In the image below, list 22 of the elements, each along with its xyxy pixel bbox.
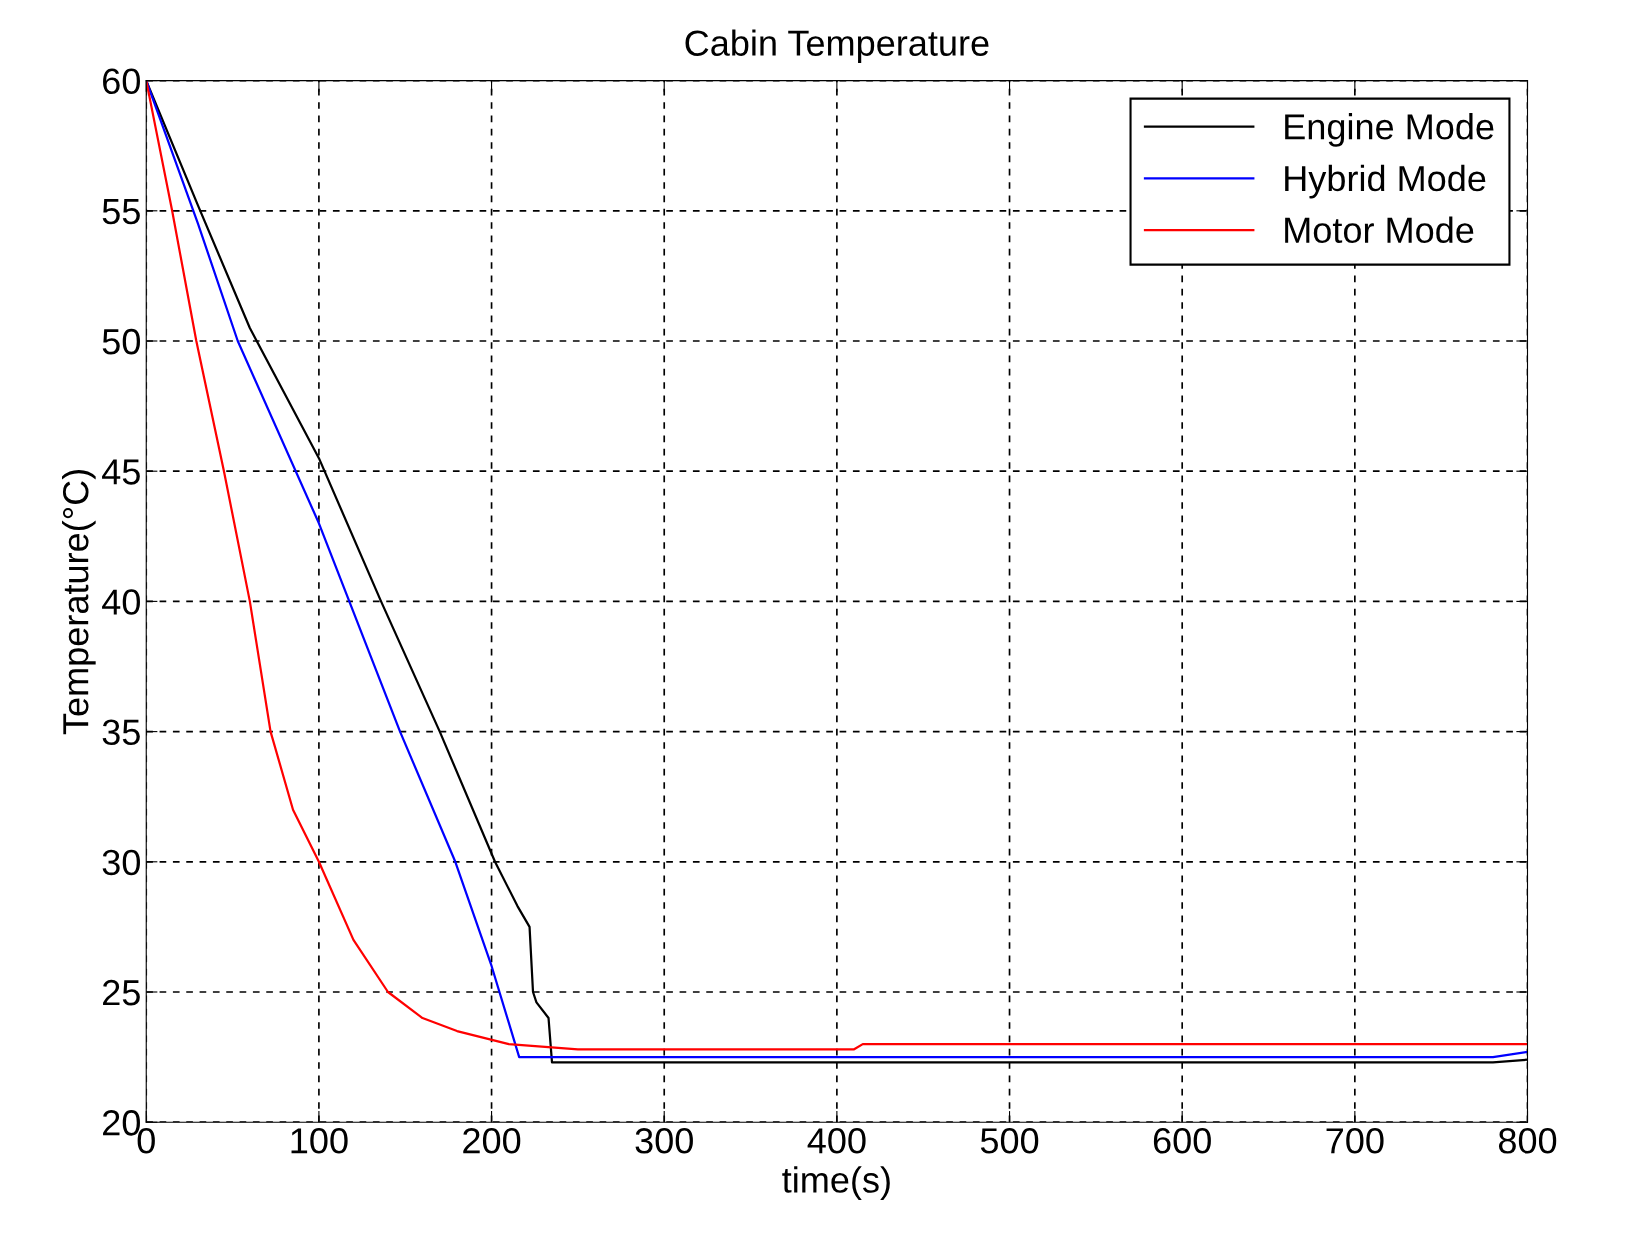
x-tick-label: 200 xyxy=(463,1128,521,1154)
y-axis-title: Temperature(°C) xyxy=(62,469,96,735)
y-tick-label: 30 xyxy=(102,849,140,876)
legend-label: Hybrid Mode xyxy=(1285,164,1486,199)
x-tick-label: 500 xyxy=(980,1128,1039,1154)
x-tick-label: 300 xyxy=(635,1128,693,1154)
x-tick-label: 400 xyxy=(807,1128,866,1154)
x-tick-label: 800 xyxy=(1498,1128,1557,1154)
y-tick-label: 50 xyxy=(102,328,140,355)
y-tick-label: 55 xyxy=(102,199,140,225)
x-axis-title: time(s) xyxy=(782,1166,890,1200)
legend-label: Motor Mode xyxy=(1285,216,1474,244)
x-tick-label: 700 xyxy=(1326,1128,1384,1154)
chart-title: Cabin Temperature xyxy=(685,29,989,64)
y-tick-label: 40 xyxy=(102,589,140,615)
y-tick-label: 25 xyxy=(103,979,140,1006)
x-tick-label: 100 xyxy=(291,1128,348,1154)
y-tick-label: 35 xyxy=(102,719,140,746)
y-tick-label: 45 xyxy=(102,459,140,485)
legend-label: Engine Mode xyxy=(1285,113,1494,147)
y-tick-label: 60 xyxy=(103,68,140,95)
x-tick-label: 600 xyxy=(1153,1128,1211,1154)
